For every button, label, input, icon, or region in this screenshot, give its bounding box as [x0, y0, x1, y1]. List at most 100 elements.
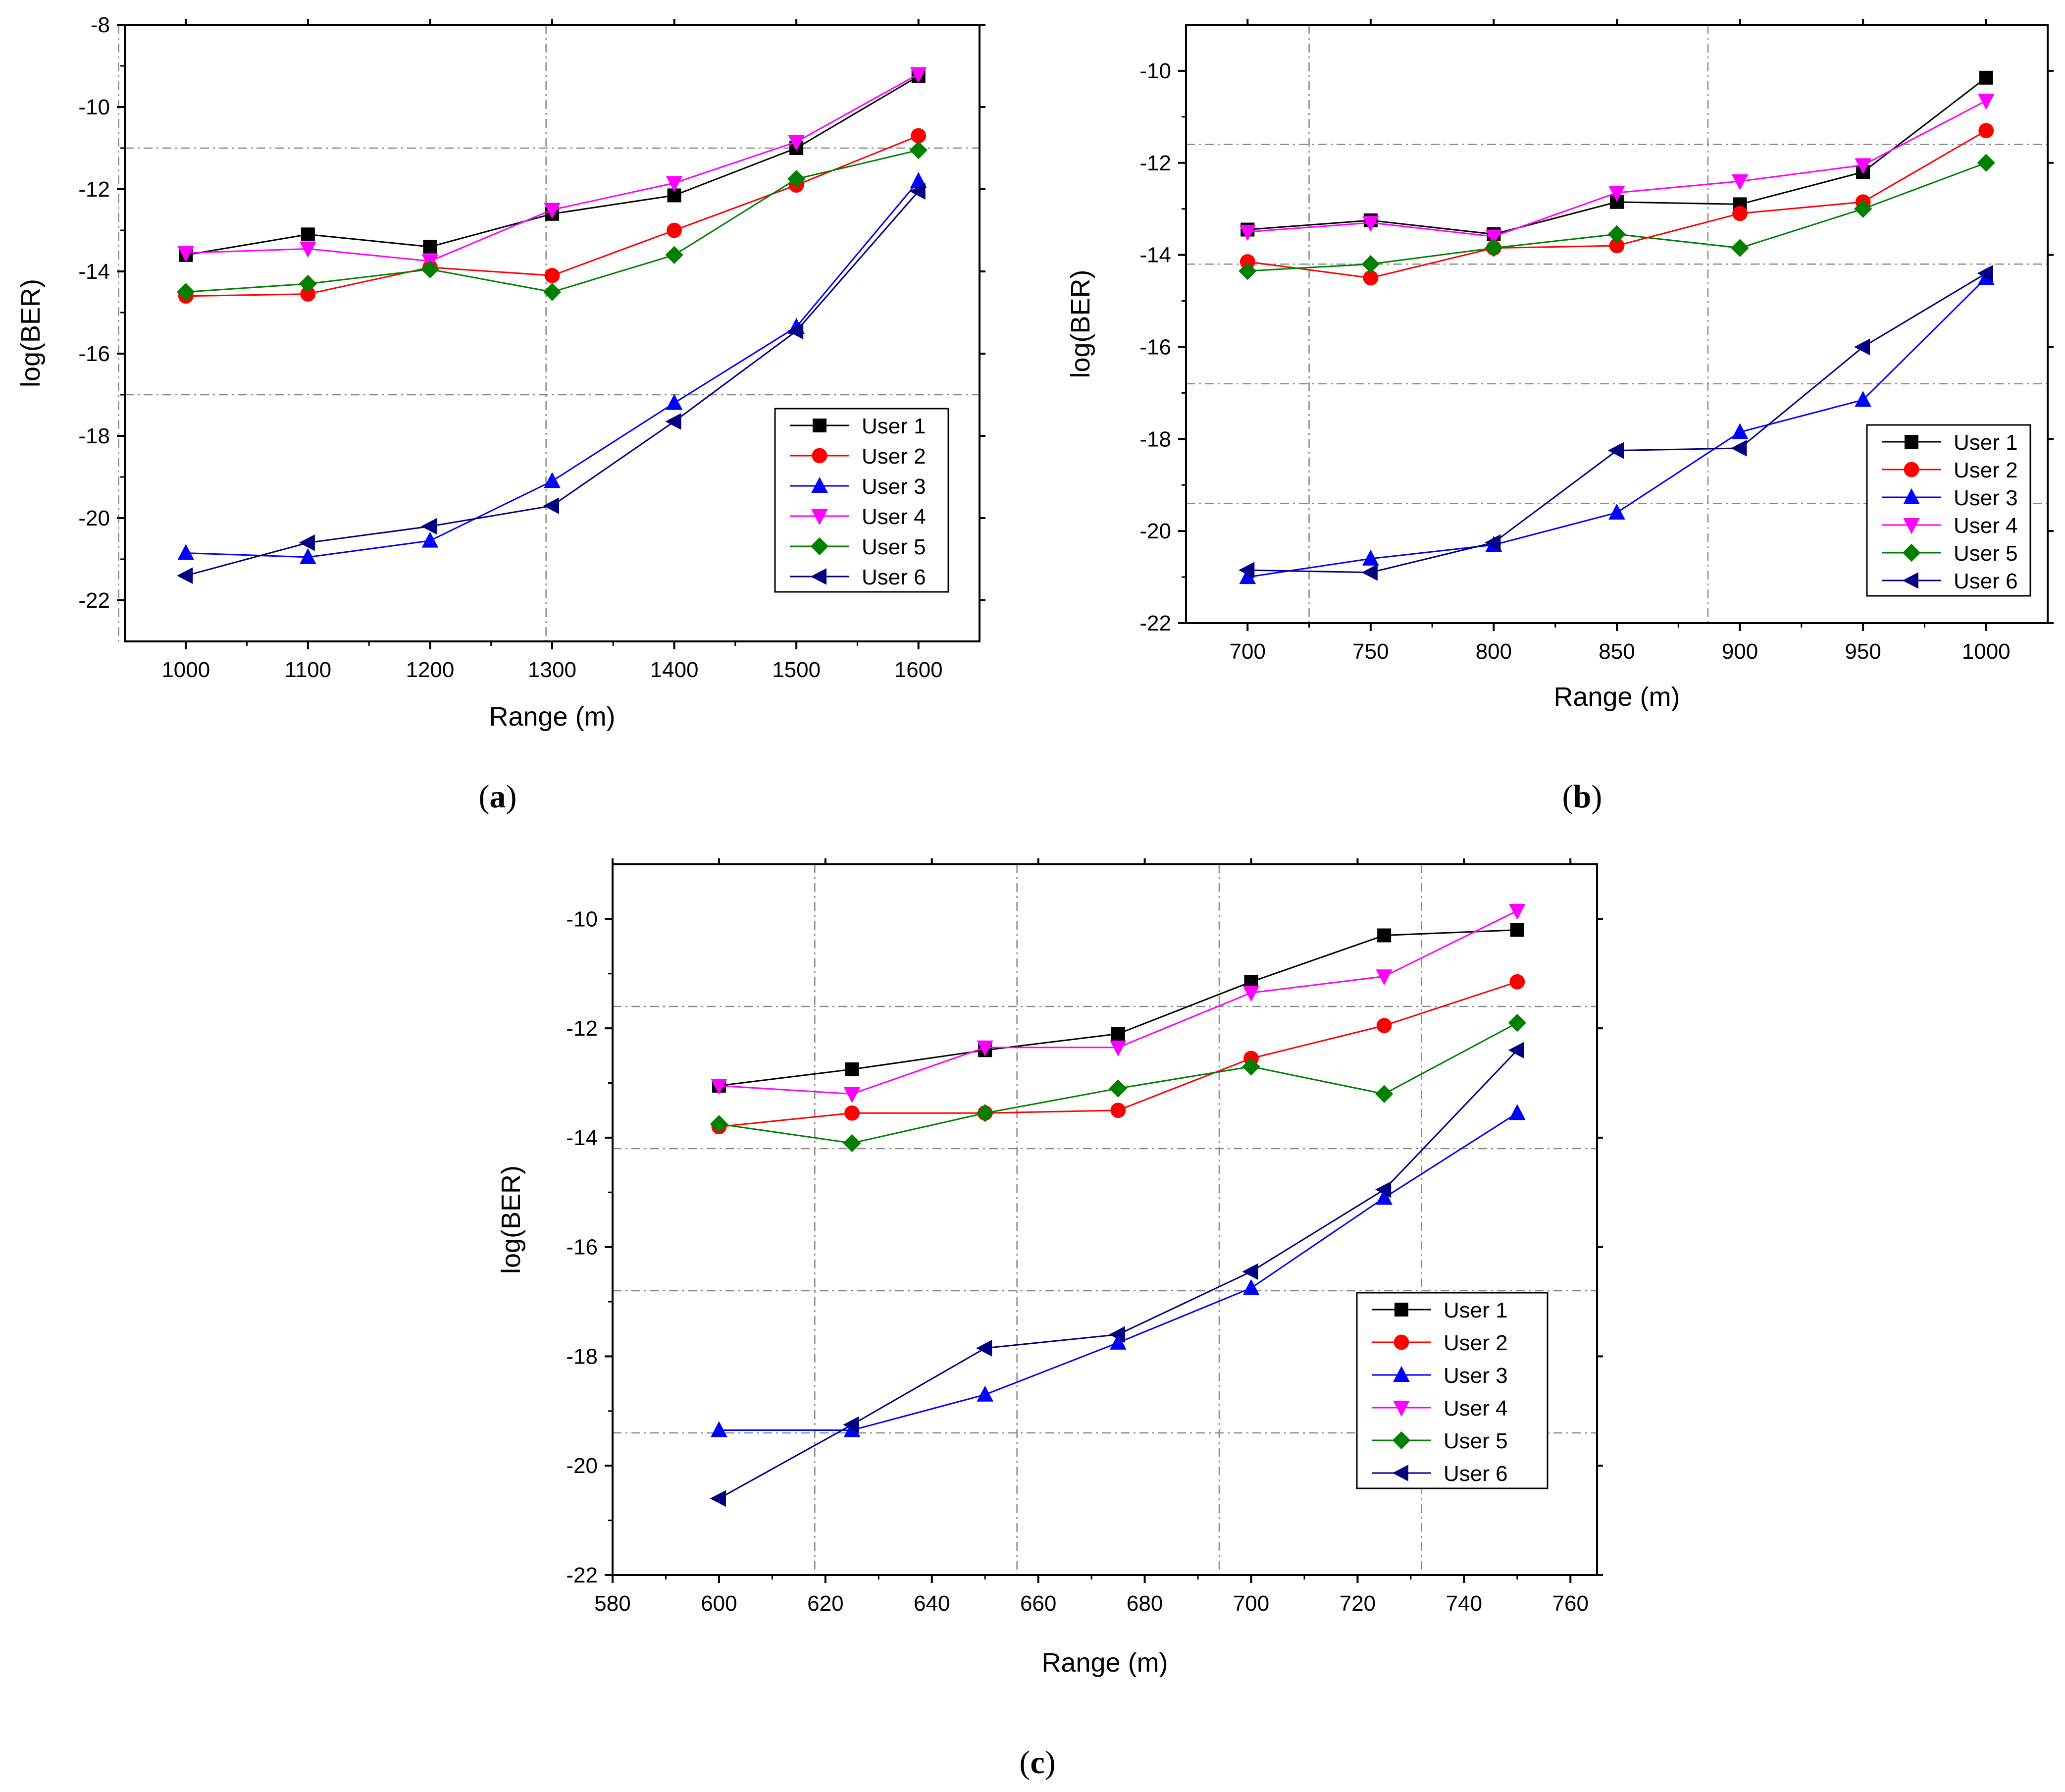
data-point	[300, 242, 316, 258]
data-point	[1242, 986, 1260, 1002]
data-point	[421, 518, 437, 535]
x-tick-label: 580	[594, 1591, 630, 1616]
x-tick-label: 680	[1127, 1591, 1163, 1616]
data-point	[299, 534, 315, 551]
data-point	[1978, 123, 1994, 139]
legend-marker	[813, 419, 826, 432]
panel-caption: (c)	[1019, 1744, 1055, 1781]
data-point	[1363, 270, 1379, 286]
data-point	[299, 274, 317, 293]
data-point	[544, 203, 561, 219]
y-tick-label: -22	[1139, 611, 1171, 635]
series-line	[1247, 77, 1987, 235]
series-line	[186, 75, 919, 256]
legend-marker	[1902, 572, 1918, 589]
data-point	[1977, 264, 1993, 282]
legend: User 1 User 2 User 3 User 4 User 5 User 6	[1356, 1292, 1549, 1489]
legend-marker	[810, 537, 829, 556]
x-tick-label: 1600	[894, 658, 943, 682]
data-point	[177, 246, 195, 262]
y-tick-label: -10	[1139, 59, 1171, 83]
data-point	[1239, 568, 1256, 584]
x-tick-label: 760	[1552, 1591, 1589, 1616]
x-tick-label: 850	[1599, 639, 1635, 664]
data-point	[1242, 1279, 1260, 1295]
x-tick-label: 600	[701, 1591, 737, 1616]
series-user-3	[1239, 268, 1995, 584]
data-point	[666, 176, 683, 192]
legend-marker	[1392, 1431, 1411, 1450]
series-user-6	[710, 1042, 1524, 1507]
x-tick-label: 1400	[650, 658, 699, 682]
legend-box	[1356, 1292, 1549, 1489]
legend-marker	[812, 448, 827, 464]
data-point	[911, 128, 927, 144]
legend-box	[1866, 424, 2031, 597]
x-tick-label: 1000	[161, 658, 210, 682]
data-point	[543, 283, 562, 301]
chart-panel-b: 700 750 800 850 900 950 1000 -22 -20 -18 -16 -14 -12…	[1066, 19, 2054, 815]
legend: User 1 User 2 User 3 User 4 User 5 User 6	[1866, 424, 2031, 597]
data-point	[1376, 1189, 1393, 1205]
x-tick-label: 950	[1845, 639, 1881, 664]
legend-label: User 1	[862, 414, 926, 438]
x-tick-label: 1000	[1962, 639, 2011, 664]
data-point	[1510, 923, 1524, 937]
data-point	[1608, 503, 1625, 520]
y-tick-label: -18	[566, 1344, 598, 1369]
y-axis-title: log(BER)	[496, 1165, 526, 1274]
legend-label: User 5	[1444, 1429, 1508, 1453]
data-point	[421, 260, 439, 279]
data-point	[1242, 1263, 1258, 1280]
data-point	[421, 531, 439, 548]
series-user-6	[177, 183, 926, 584]
data-point	[667, 222, 682, 238]
data-point	[1509, 1104, 1526, 1120]
data-point	[1375, 1181, 1392, 1198]
y-tick-label: -14	[1139, 243, 1171, 267]
series-user-1	[179, 69, 926, 262]
data-point	[666, 394, 683, 410]
series-line	[719, 910, 1518, 1095]
y-axis-title: log(BER)	[16, 279, 46, 387]
data-point	[300, 286, 316, 302]
data-point	[1376, 969, 1393, 986]
legend-box	[774, 408, 949, 593]
data-point	[1109, 1326, 1125, 1343]
x-tick-label: 800	[1476, 639, 1512, 664]
y-tick-label: -14	[566, 1126, 598, 1150]
data-point	[1854, 338, 1870, 356]
data-point	[1110, 1333, 1127, 1350]
x-tick-label: 700	[1230, 639, 1266, 664]
x-tick-label: 1300	[528, 658, 576, 682]
legend-label: User 5	[1954, 541, 2018, 566]
data-point	[1361, 255, 1380, 273]
legend-label: User 4	[1444, 1396, 1508, 1421]
data-point	[977, 1040, 994, 1056]
x-tick-label: 700	[1233, 1591, 1269, 1616]
legend-marker	[811, 509, 828, 526]
legend-label: User 4	[862, 505, 926, 529]
data-point	[1508, 1013, 1527, 1032]
legend-label: User 1	[1954, 430, 2018, 455]
data-point	[977, 1385, 994, 1402]
legend-marker	[1394, 1334, 1409, 1350]
data-point	[976, 1104, 994, 1122]
data-point	[1509, 974, 1525, 990]
data-point	[843, 1134, 861, 1153]
series-user-4	[1239, 94, 1995, 246]
y-tick-label: -12	[1139, 151, 1171, 175]
legend: User 1 User 2 User 3 User 4 User 5 User 6	[774, 408, 949, 593]
data-point	[177, 567, 193, 584]
legend-label: User 3	[1444, 1364, 1508, 1388]
data-point	[711, 1079, 727, 1095]
y-tick-label: -10	[78, 95, 110, 119]
y-tick-label: -12	[566, 1016, 598, 1041]
data-point	[665, 413, 681, 430]
data-point	[909, 183, 926, 200]
legend-label: User 6	[1444, 1462, 1508, 1486]
legend-marker	[1903, 488, 1920, 504]
data-point	[909, 141, 928, 159]
y-tick-label: -18	[78, 424, 110, 448]
